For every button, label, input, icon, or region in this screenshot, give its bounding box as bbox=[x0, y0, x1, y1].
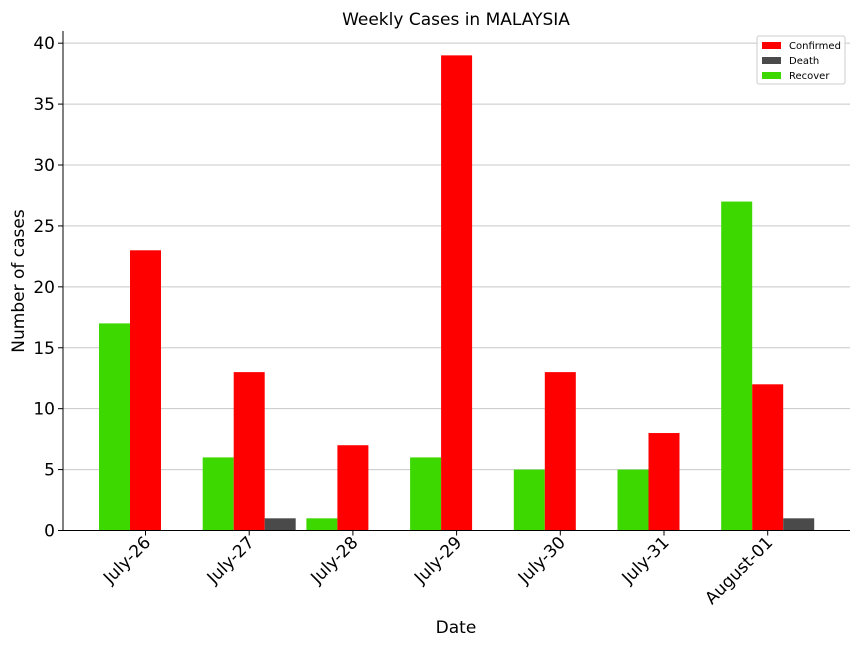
x-axis-label: Date bbox=[436, 618, 477, 638]
y-axis-label: Number of cases bbox=[9, 209, 29, 353]
bar-recover-july-29 bbox=[410, 457, 442, 531]
legend-label-recover: Recover bbox=[789, 71, 830, 82]
bars-group bbox=[99, 55, 815, 531]
y-tick-label: 25 bbox=[33, 217, 55, 237]
x-tick-label: July-30 bbox=[514, 533, 570, 589]
y-tick-label: 10 bbox=[33, 400, 55, 420]
y-tick-label: 5 bbox=[44, 461, 55, 481]
y-tick-label: 40 bbox=[33, 34, 55, 54]
x-tick-label: July-26 bbox=[99, 533, 155, 589]
bar-recover-july-28 bbox=[306, 518, 338, 531]
bar-recover-august-01 bbox=[721, 201, 753, 531]
bar-confirmed-july-30 bbox=[544, 372, 576, 531]
x-tick-label: July-31 bbox=[618, 533, 674, 589]
y-tick-label: 20 bbox=[33, 278, 55, 298]
y-tick-label: 35 bbox=[33, 95, 55, 115]
legend-swatch-confirmed bbox=[762, 42, 781, 49]
chart-title: Weekly Cases in MALAYSIA bbox=[342, 10, 570, 30]
legend-swatch-death bbox=[762, 57, 781, 64]
bar-confirmed-july-31 bbox=[648, 433, 680, 531]
y-ticks: 0 5 10 15 20 25 30 35 40 bbox=[33, 34, 63, 542]
bar-recover-july-27 bbox=[202, 457, 234, 531]
x-tick-label: July-28 bbox=[307, 533, 363, 589]
legend-label-confirmed: Confirmed bbox=[789, 41, 841, 52]
bar-confirmed-july-28 bbox=[337, 445, 369, 531]
bar-confirmed-july-27 bbox=[233, 372, 265, 531]
y-tick-label: 0 bbox=[44, 522, 55, 542]
bar-death-august-01 bbox=[783, 518, 815, 531]
x-ticks: July-26 July-27 July-28 July-29 July-30 July-… bbox=[99, 530, 777, 609]
bar-confirmed-july-26 bbox=[130, 250, 161, 531]
x-tick-label: August-01 bbox=[701, 533, 777, 609]
legend-label-death: Death bbox=[789, 56, 819, 67]
y-tick-label: 30 bbox=[33, 156, 55, 176]
legend: Confirmed Death Recover bbox=[756, 35, 846, 85]
bar-recover-july-26 bbox=[99, 323, 130, 531]
bar-confirmed-july-29 bbox=[441, 55, 473, 531]
y-tick-label: 15 bbox=[33, 339, 55, 359]
x-tick-label: July-29 bbox=[410, 533, 466, 589]
legend-swatch-recover bbox=[762, 72, 781, 79]
bar-confirmed-august-01 bbox=[752, 384, 784, 531]
bar-recover-july-30 bbox=[513, 469, 545, 531]
x-tick-label: July-27 bbox=[203, 533, 259, 589]
bar-recover-july-31 bbox=[617, 469, 649, 531]
bar-death-july-27 bbox=[264, 518, 296, 531]
